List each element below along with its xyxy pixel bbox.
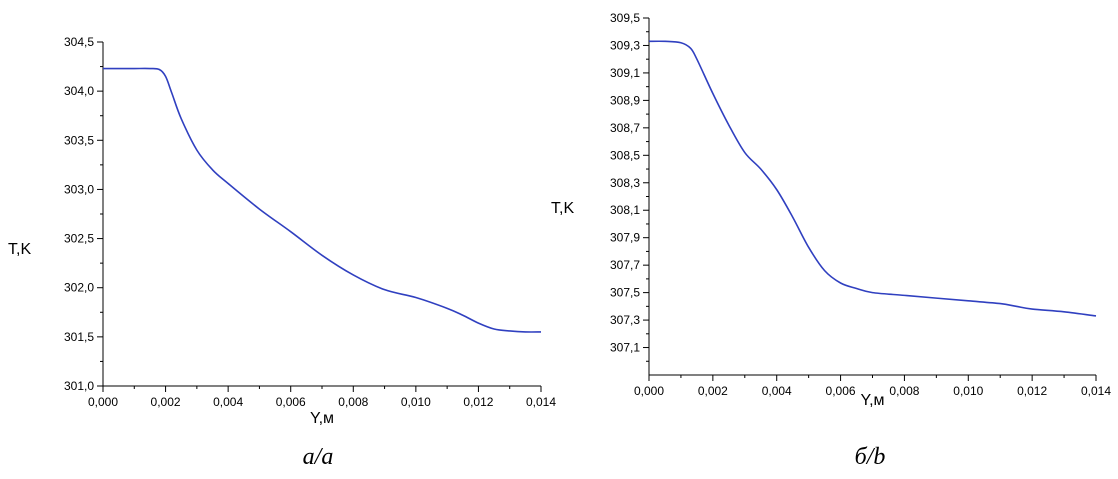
x-tick-label: 0,004 [213,395,243,409]
series-line [648,40,1097,317]
x-tick-label: 0,012 [463,395,493,409]
series-line [102,67,542,333]
y-tick-label: 309,1 [610,66,640,80]
y-tick-label: 307,7 [610,258,640,272]
x-tick-label: 0,002 [698,384,728,398]
x-tick-label: 0,014 [526,395,556,409]
chart-b: 0,000 0,002 0,004 0,006 0,008 0,010 0,012 0,014… [551,11,1111,470]
y-tick-label: 303,5 [64,133,94,147]
x-tick-label: 0,012 [1017,384,1047,398]
y-tick-label: 301,5 [64,330,94,344]
x-tick-label: 0,000 [634,384,664,398]
chart-a: 0,000 0,002 0,004 0,006 0,008 0,010 0,012 0,014… [8,35,556,470]
x-tick-label: 0,004 [762,384,792,398]
x-tick-label: 0,010 [401,395,431,409]
y-tick-label: 308,1 [610,203,640,217]
y-tick-label: 302,0 [64,281,94,295]
y-tick-label: 307,3 [610,313,640,327]
y-tick-label: 308,7 [610,121,640,135]
x-axis-label: Y,м [860,392,884,409]
y-tick-label: 302,5 [64,232,94,246]
y-tick-label: 308,9 [610,93,640,107]
x-tick-label: 0,008 [889,384,919,398]
y-tick-label: 308,3 [610,176,640,190]
panel-caption: б/b [855,444,886,470]
x-tick-label: 0,002 [151,395,181,409]
y-tick-label: 303,0 [64,182,94,196]
x-tick-label: 0,006 [276,395,306,409]
x-tick-label: 0,006 [826,384,856,398]
x-tick-label: 0,008 [338,395,368,409]
x-tick-label: 0,014 [1081,384,1111,398]
y-tick-label: 309,5 [610,11,640,25]
y-axis-label: T,K [8,241,31,258]
x-tick-label: 0,000 [88,395,118,409]
y-tick-label: 307,9 [610,231,640,245]
y-tick-label: 307,5 [610,286,640,300]
x-tick-label: 0,010 [953,384,983,398]
y-tick-label: 304,0 [64,84,94,98]
y-tick-label: 304,5 [64,35,94,49]
y-tick-label: 307,1 [610,341,640,355]
panel-caption: a/a [303,444,334,470]
x-axis-label: Y,м [310,410,334,427]
y-tick-label: 301,0 [64,379,94,393]
y-tick-label: 309,3 [610,38,640,52]
y-axis-label: T,K [551,200,574,217]
y-tick-label: 308,5 [610,148,640,162]
